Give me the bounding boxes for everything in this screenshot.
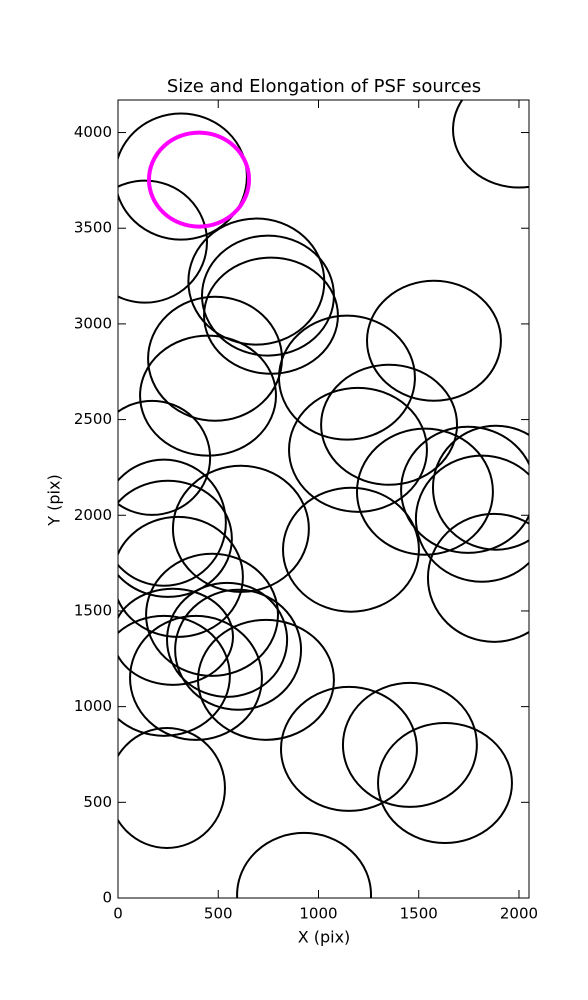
psf-ellipse	[400, 425, 529, 554]
psf-ellipse	[145, 552, 279, 677]
x-axis-label: X (pix)	[298, 928, 351, 947]
psf-ellipse	[166, 581, 289, 698]
y-tick-label: 0	[102, 889, 112, 907]
psf-ellipse	[146, 130, 252, 229]
psf-ellipse	[118, 479, 233, 598]
psf-ellipse	[118, 515, 244, 638]
y-tick-label: 1000	[74, 697, 112, 715]
x-tick-label: 500	[204, 905, 233, 923]
y-tick-label: 2500	[74, 410, 112, 428]
y-tick-label: 2000	[74, 506, 112, 524]
y-tick-label: 3500	[74, 219, 112, 237]
plot-area	[118, 100, 529, 898]
psf-ellipse	[118, 614, 231, 737]
y-tick-label: 500	[83, 793, 112, 811]
x-tick-label: 0	[113, 905, 123, 923]
psf-ellipse	[282, 486, 420, 613]
psf-ellipse	[366, 279, 502, 402]
psf-ellipse	[139, 334, 277, 457]
psf-ellipse	[196, 618, 335, 741]
psf-ellipse	[377, 721, 513, 844]
psf-ellipse	[426, 512, 529, 643]
psf-ellipse	[118, 399, 212, 516]
psf-ellipse	[279, 685, 418, 812]
psf-ellipse	[118, 726, 226, 849]
y-axis-label: Y (pix)	[45, 474, 64, 526]
psf-ellipse	[355, 427, 494, 556]
y-tick-label: 1500	[74, 601, 112, 619]
psf-ellipse	[341, 681, 478, 808]
axes-frame	[117, 99, 530, 899]
psf-ellipse	[174, 588, 303, 711]
x-tick-label: 2000	[500, 905, 538, 923]
psf-ellipse	[414, 454, 529, 583]
psf-ellipse	[320, 363, 459, 486]
psf-ellipse	[118, 458, 227, 587]
psf-ellipse	[288, 386, 428, 513]
psf-ellipse	[129, 614, 263, 741]
psf-ellipse	[236, 831, 372, 898]
psf-ellipse	[452, 100, 529, 189]
chart-title: Size and Elongation of PSF sources	[167, 76, 481, 97]
psf-ellipse	[431, 424, 529, 551]
y-tick-label: 4000	[74, 123, 112, 141]
psf-ellipse	[118, 587, 234, 686]
x-tick-label: 1500	[400, 905, 438, 923]
psf-ellipse	[277, 314, 416, 441]
y-tick-label: 3000	[74, 314, 112, 332]
x-tick-label: 1000	[299, 905, 337, 923]
psf-ellipse	[118, 112, 248, 241]
psf-ellipse	[118, 179, 208, 304]
